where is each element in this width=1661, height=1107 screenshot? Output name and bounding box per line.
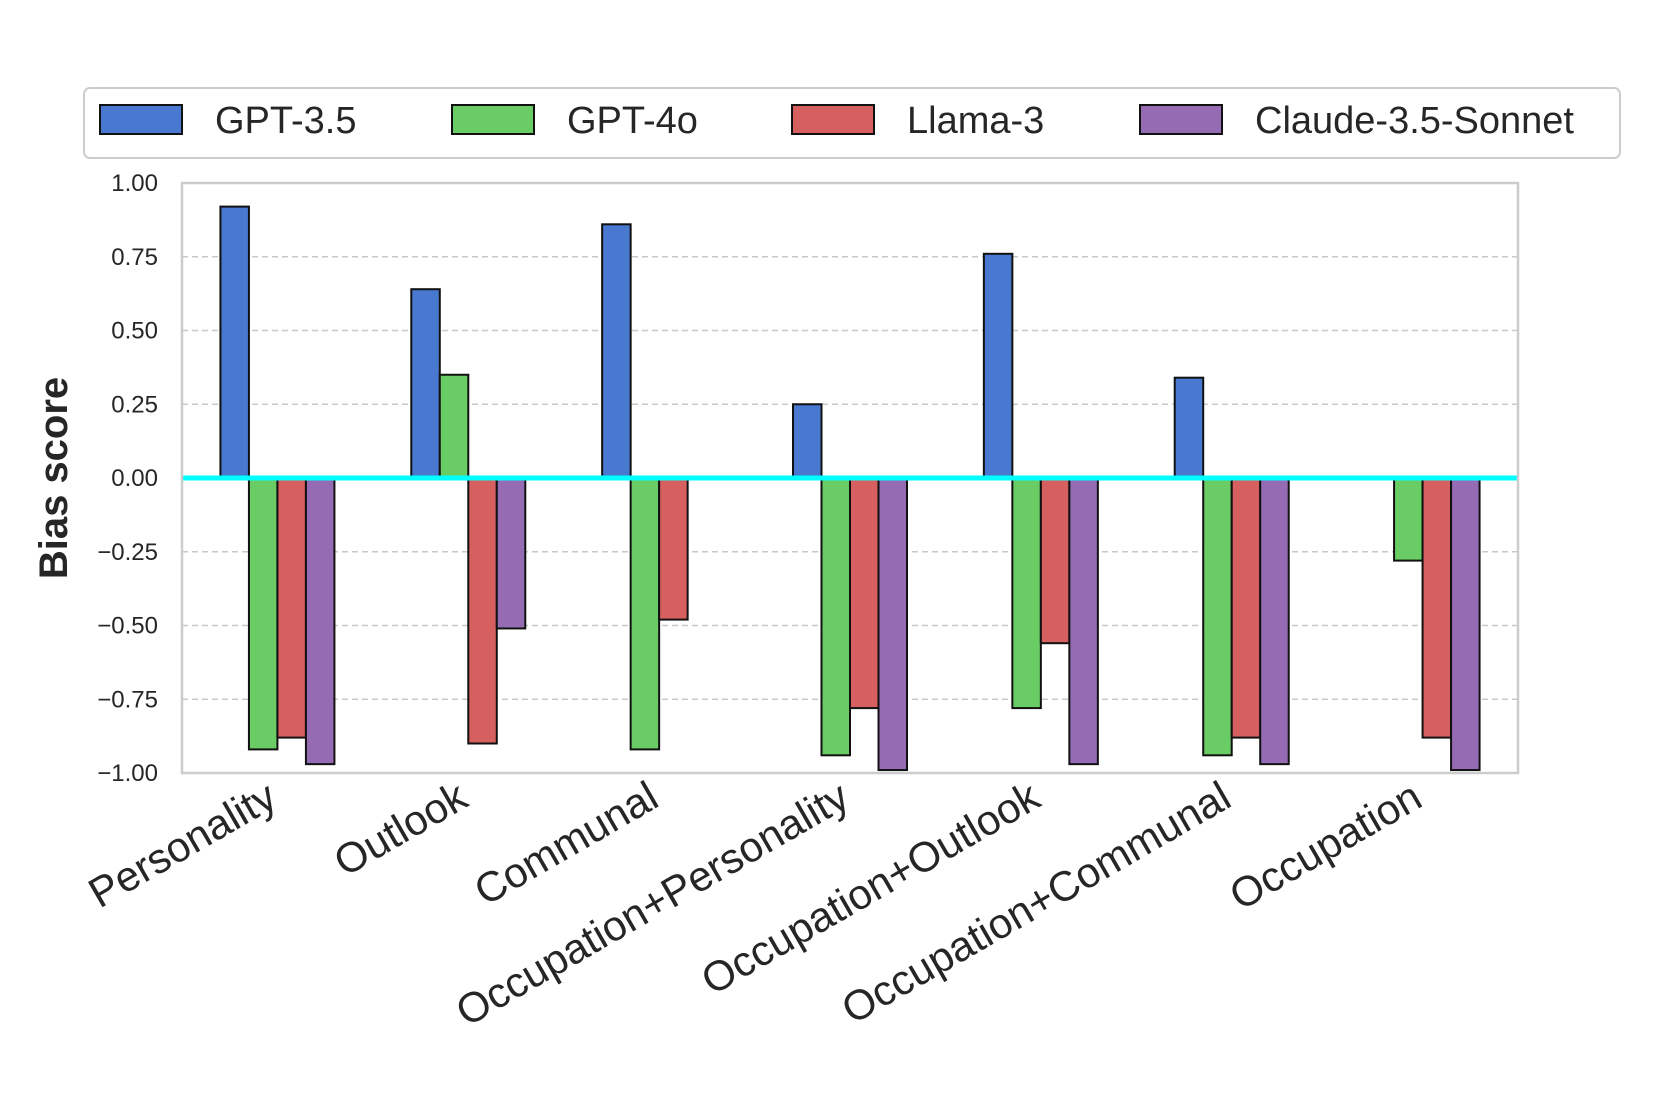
bar bbox=[792, 403, 823, 479]
x-tick-label: Occupation+Outlook bbox=[693, 772, 1048, 1004]
bar bbox=[601, 223, 632, 479]
grid-lines bbox=[182, 256, 1518, 700]
y-tick-label: −0.50 bbox=[97, 613, 158, 640]
legend-item: Claude-3.5-Sonnet bbox=[1139, 100, 1574, 142]
y-tick-label: −0.25 bbox=[97, 539, 158, 566]
bar bbox=[247, 477, 279, 751]
bars bbox=[219, 205, 1481, 772]
bar bbox=[849, 477, 880, 710]
y-tick-label: 0.75 bbox=[111, 244, 158, 271]
y-axis-label: Bias score bbox=[32, 377, 76, 579]
y-tick-label: 1.00 bbox=[111, 170, 158, 197]
bar bbox=[820, 477, 851, 757]
bar bbox=[1173, 376, 1205, 480]
legend-swatch bbox=[1139, 104, 1223, 135]
bar bbox=[1202, 477, 1233, 757]
bar bbox=[1421, 477, 1453, 739]
y-tick-label: −0.75 bbox=[97, 686, 158, 713]
plot-frame bbox=[180, 181, 1520, 775]
bar bbox=[276, 477, 307, 739]
x-tick-label: Personality bbox=[80, 772, 283, 917]
bar bbox=[982, 252, 1014, 479]
bar bbox=[1011, 477, 1042, 710]
legend-label: Llama-3 bbox=[907, 100, 1044, 142]
x-tick-label: Outlook bbox=[326, 772, 476, 886]
bar bbox=[1068, 477, 1099, 766]
bar bbox=[1393, 477, 1424, 562]
bar bbox=[658, 477, 689, 621]
y-tick-label: 0.50 bbox=[111, 318, 158, 345]
bar bbox=[438, 373, 470, 479]
bar bbox=[1230, 477, 1262, 739]
legend-label: GPT-3.5 bbox=[215, 100, 357, 142]
legend-swatch bbox=[791, 104, 875, 135]
bar bbox=[219, 205, 250, 479]
y-tick-label: 0.00 bbox=[111, 465, 158, 492]
legend-label: Claude-3.5-Sonnet bbox=[1255, 100, 1574, 142]
y-tick-label: −1.00 bbox=[97, 760, 158, 787]
bar bbox=[467, 477, 498, 745]
y-tick-labels: −1.00 −0.75 −0.50 −0.25 0.00 0.25 0.50 0.75 1.00 bbox=[97, 170, 158, 787]
bar bbox=[877, 477, 908, 772]
bar bbox=[1039, 477, 1071, 645]
bar bbox=[410, 288, 441, 480]
y-tick-label: 0.25 bbox=[111, 391, 158, 418]
legend-item: GPT-3.5 bbox=[99, 100, 357, 142]
legend-swatch bbox=[99, 104, 183, 135]
legend-item: GPT-4o bbox=[451, 100, 698, 142]
bar bbox=[495, 477, 527, 630]
legend-label: GPT-4o bbox=[567, 100, 698, 142]
bar bbox=[1259, 477, 1290, 766]
x-tick-label: Occupation bbox=[1222, 772, 1430, 919]
bar bbox=[1450, 477, 1481, 772]
x-tick-labels: Personality OutlookCommunalOccupation+Per… bbox=[80, 772, 1429, 1036]
legend: GPT-3.5 GPT-4o Llama-3 Claude-3.5-Sonnet bbox=[83, 87, 1621, 159]
legend-item: Llama-3 bbox=[791, 100, 1044, 142]
legend-items: GPT-3.5 GPT-4o Llama-3 Claude-3.5-Sonnet bbox=[99, 100, 1574, 142]
bar bbox=[304, 477, 336, 766]
bar bbox=[629, 477, 661, 751]
legend-swatch bbox=[451, 104, 535, 135]
